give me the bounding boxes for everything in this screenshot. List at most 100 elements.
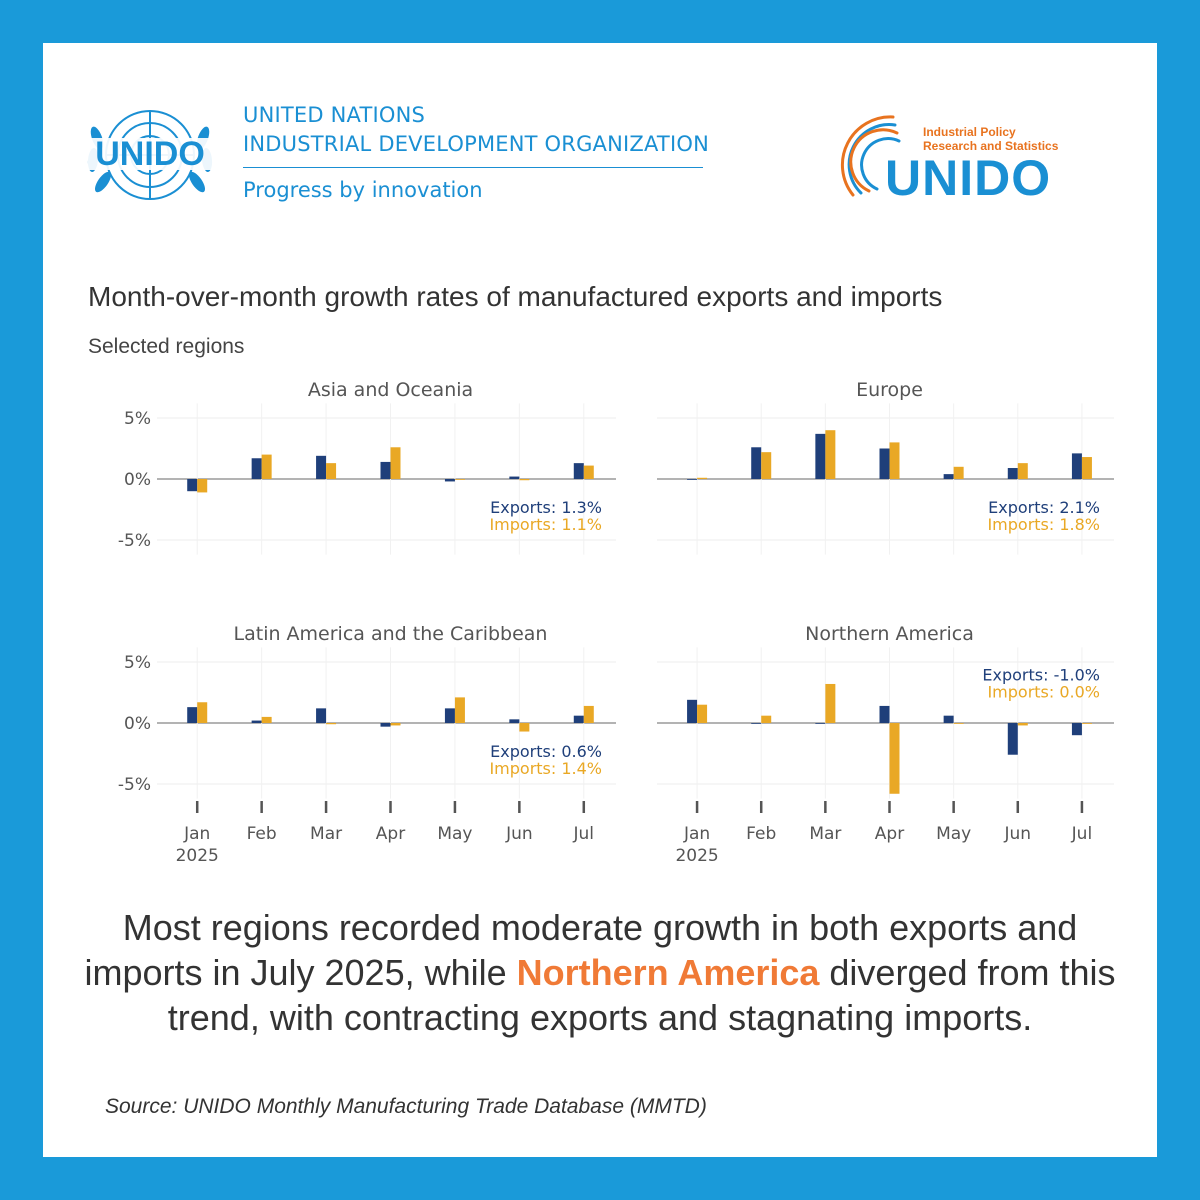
exports-annotation: Exports: 2.1%: [988, 498, 1100, 517]
bar-imports: [390, 723, 401, 726]
y-tick-label: 5%: [124, 653, 151, 673]
x-tick-label: Mar: [809, 824, 841, 844]
y-tick-label: -5%: [118, 775, 151, 795]
org-name-line1: UNITED NATIONS: [243, 103, 426, 127]
bar-imports: [519, 723, 530, 732]
x-tick-label: Feb: [247, 824, 277, 844]
bar-imports: [1017, 463, 1028, 479]
summary-part1: Most regions recorded moderate growth in…: [84, 907, 1078, 993]
bar-exports: [687, 479, 698, 480]
exports-annotation: Exports: 1.3%: [490, 498, 602, 517]
summary-text: Most regions recorded moderate growth in…: [73, 905, 1127, 1040]
x-tick-label: Jun: [1004, 824, 1032, 844]
exports-annotation: Exports: -1.0%: [982, 665, 1100, 684]
infographic-card: UNIDO UNITED NATIONS INDUSTRIAL DEVELOPM…: [43, 43, 1157, 1157]
bar-exports: [444, 708, 455, 723]
bar-exports: [815, 723, 826, 724]
panel-title: Asia and Oceania: [308, 379, 473, 401]
org-divider: [243, 167, 703, 168]
bar-imports: [454, 479, 465, 480]
chart-subtitle: Selected regions: [88, 335, 245, 358]
x-tick-label: Jan: [683, 824, 710, 844]
org-name-line2: INDUSTRIAL DEVELOPMENT ORGANIZATION: [243, 132, 709, 156]
bar-exports: [879, 448, 890, 479]
summary-part2: diverged from this trend, with contracti…: [167, 952, 1116, 1038]
x-tick-label: Apr: [875, 824, 904, 844]
panel-title: Northern America: [805, 623, 974, 645]
bar-imports: [326, 723, 337, 725]
signal-arcs-icon: [840, 115, 901, 197]
x-tick-label: Jun: [505, 824, 533, 844]
ips-caption-line2: Research and Statistics: [923, 139, 1059, 153]
chart-panels: Asia and Oceania 5% 0% -5% Exports: 1.3% Impo…: [118, 379, 1114, 866]
bar-imports: [583, 705, 594, 723]
bar-exports: [751, 447, 762, 479]
bar-exports: [751, 723, 762, 724]
bar-imports: [261, 716, 272, 723]
bar-exports: [509, 476, 520, 479]
imports-annotation: Imports: 1.4%: [489, 759, 602, 778]
bar-imports: [197, 702, 208, 723]
bar-exports: [879, 705, 890, 723]
bar-exports: [1007, 723, 1018, 755]
bar-exports: [380, 461, 391, 479]
bar-exports: [815, 433, 826, 479]
bar-exports: [687, 699, 698, 723]
x-tick-label: Jan: [183, 824, 210, 844]
bar-imports: [326, 463, 337, 479]
emblem-wordmark: UNIDO: [95, 135, 205, 173]
bar-exports: [1007, 468, 1018, 479]
x-year-label: 2025: [675, 846, 718, 866]
bar-exports: [316, 708, 327, 723]
bar-exports: [187, 707, 198, 723]
bar-imports: [697, 477, 708, 479]
bar-exports: [943, 474, 954, 479]
bar-imports: [825, 430, 836, 479]
bar-imports: [697, 704, 708, 723]
x-tick-label: Jul: [1071, 824, 1093, 844]
y-tick-label: -5%: [118, 531, 151, 551]
x-tick-label: May: [936, 824, 971, 844]
y-tick-label: 5%: [124, 409, 151, 429]
x-tick-label: Jul: [573, 824, 595, 844]
y-tick-label: 0%: [124, 714, 151, 734]
bar-exports: [1071, 453, 1082, 479]
bar-exports: [509, 719, 520, 723]
bar-imports: [454, 697, 465, 723]
bar-exports: [251, 720, 262, 723]
un-emblem-icon: UNIDO: [87, 110, 213, 200]
bar-exports: [316, 455, 327, 479]
x-tick-label: Mar: [310, 824, 342, 844]
summary-highlight: Northern America: [516, 952, 820, 993]
org-tagline: Progress by innovation: [243, 178, 483, 202]
bar-imports: [953, 723, 964, 724]
bar-exports: [251, 458, 262, 479]
ips-caption: Industrial Policy Research and Statistic…: [923, 125, 1058, 153]
bar-imports: [390, 447, 401, 479]
y-tick-label: 0%: [124, 470, 151, 490]
bar-imports: [583, 465, 594, 479]
ips-wordmark: UNIDO: [885, 150, 1052, 206]
bar-exports: [573, 463, 584, 479]
x-tick-label: May: [437, 824, 472, 844]
bar-imports: [889, 442, 900, 479]
imports-annotation: Imports: 0.0%: [987, 682, 1100, 701]
bar-imports: [953, 466, 964, 479]
imports-annotation: Imports: 1.8%: [987, 515, 1100, 534]
x-year-label: 2025: [176, 846, 219, 866]
source-note: Source: UNIDO Monthly Manufacturing Trad…: [105, 1095, 707, 1118]
bar-imports: [1081, 457, 1092, 479]
x-tick-label: Apr: [376, 824, 405, 844]
bar-exports: [380, 723, 391, 727]
bar-imports: [825, 683, 836, 723]
panel-title: Latin America and the Caribbean: [234, 623, 548, 645]
bar-exports: [1071, 723, 1082, 736]
bar-imports: [1017, 723, 1028, 726]
chart-title: Month-over-month growth rates of manufac…: [88, 281, 943, 312]
bar-imports: [1081, 723, 1092, 724]
ips-logo: Industrial Policy Research and Statistic…: [833, 105, 1073, 215]
panel-title: Europe: [856, 379, 923, 401]
bar-imports: [761, 715, 772, 723]
ips-caption-line1: Industrial Policy: [923, 125, 1016, 139]
bar-imports: [889, 723, 900, 794]
